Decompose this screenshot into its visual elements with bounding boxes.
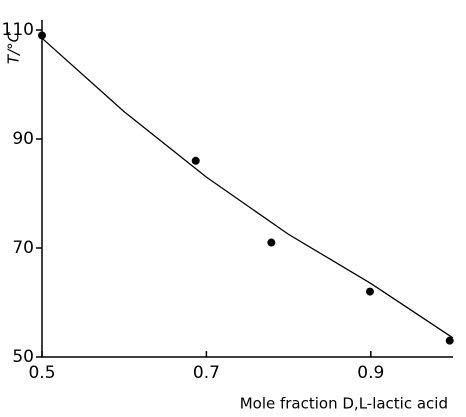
data-point <box>38 31 46 40</box>
y-axis-label: T/°C <box>5 31 23 64</box>
axes <box>41 20 453 358</box>
data-point <box>191 156 200 165</box>
data-point <box>365 287 374 296</box>
y-tick-label: 90 <box>12 129 34 149</box>
data-point <box>445 336 454 345</box>
x-tick-label: 0.5 <box>28 363 55 383</box>
y-tick-label: 50 <box>12 347 34 367</box>
x-tick-label: 0.9 <box>357 363 384 383</box>
data-point <box>267 238 276 247</box>
x-tick-label: 0.7 <box>193 363 220 383</box>
y-tick-label: 70 <box>12 238 34 258</box>
x-axis-label: Mole fraction D,L-lactic acid <box>240 395 448 413</box>
y-tick-label: 110 <box>2 20 34 40</box>
fit-curve <box>41 37 454 339</box>
